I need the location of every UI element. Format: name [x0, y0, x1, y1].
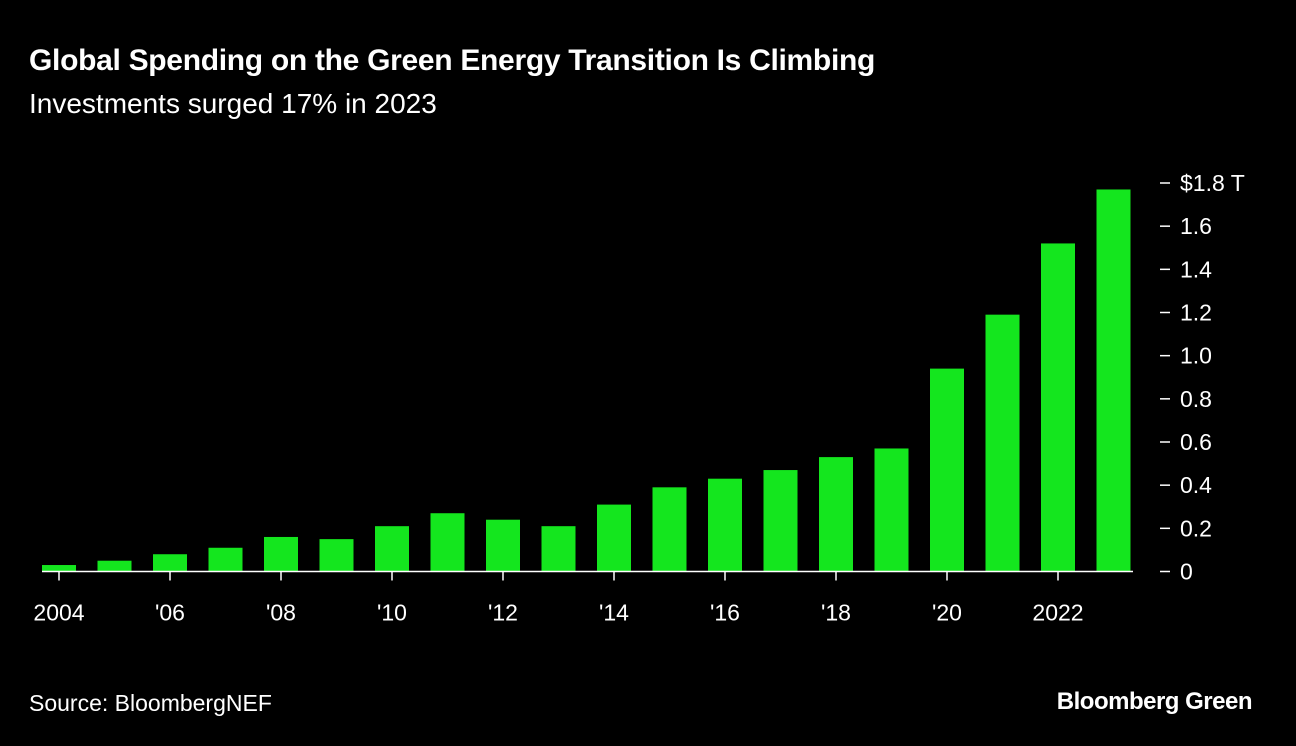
x-tick-label: '10 — [377, 600, 407, 626]
bar-2020 — [930, 368, 964, 572]
chart-subtitle: Investments surged 17% in 2023 — [29, 88, 437, 119]
bar-2010 — [375, 526, 409, 572]
y-tick-label: 0.6 — [1180, 429, 1212, 455]
bar-2008 — [264, 536, 298, 572]
bar-2015 — [652, 487, 687, 572]
bar-2006 — [153, 554, 187, 572]
bar-2019 — [874, 448, 909, 572]
bar-2023 — [1096, 189, 1131, 572]
y-tick-label: 0.4 — [1180, 472, 1212, 498]
bar-2007 — [208, 547, 243, 572]
bar-2005 — [97, 560, 132, 572]
bar-2022 — [1041, 243, 1075, 572]
y-tick-label: 0 — [1180, 559, 1193, 585]
y-tick-label: 1.2 — [1180, 300, 1212, 326]
x-tick-label: '06 — [155, 600, 185, 626]
bloomberg-green-logo: Bloomberg Green — [1056, 688, 1253, 715]
chart-title: Global Spending on the Green Energy Tran… — [29, 44, 876, 77]
source-note: Source: BloombergNEF — [29, 690, 272, 716]
y-tick-label: 0.8 — [1180, 386, 1212, 412]
y-tick-label: 1.0 — [1180, 343, 1212, 369]
bar-2016 — [708, 478, 742, 572]
bar-2012 — [486, 519, 520, 572]
y-tick-label: $1.8 T — [1180, 170, 1245, 196]
bar-2018 — [819, 457, 853, 572]
x-tick-label: 2022 — [1032, 600, 1083, 626]
y-tick-label: 1.4 — [1180, 256, 1212, 282]
x-tick-label: 2004 — [33, 600, 84, 626]
x-tick-label: '12 — [488, 600, 518, 626]
y-tick-label: 0.2 — [1180, 515, 1212, 541]
bar-2017 — [763, 470, 798, 572]
bar-2004 — [42, 565, 76, 572]
x-tick-label: '20 — [932, 600, 962, 626]
bar-2021 — [985, 314, 1020, 572]
x-tick-label: '16 — [710, 600, 740, 626]
x-tick-label: '08 — [266, 600, 296, 626]
x-tick-label: '14 — [599, 600, 629, 626]
bar-2009 — [319, 539, 354, 572]
bar-2014 — [597, 504, 631, 572]
bar-2011 — [430, 513, 465, 572]
bar-2013 — [541, 526, 576, 572]
y-tick-label: 1.6 — [1180, 213, 1212, 239]
x-tick-label: '18 — [821, 600, 851, 626]
